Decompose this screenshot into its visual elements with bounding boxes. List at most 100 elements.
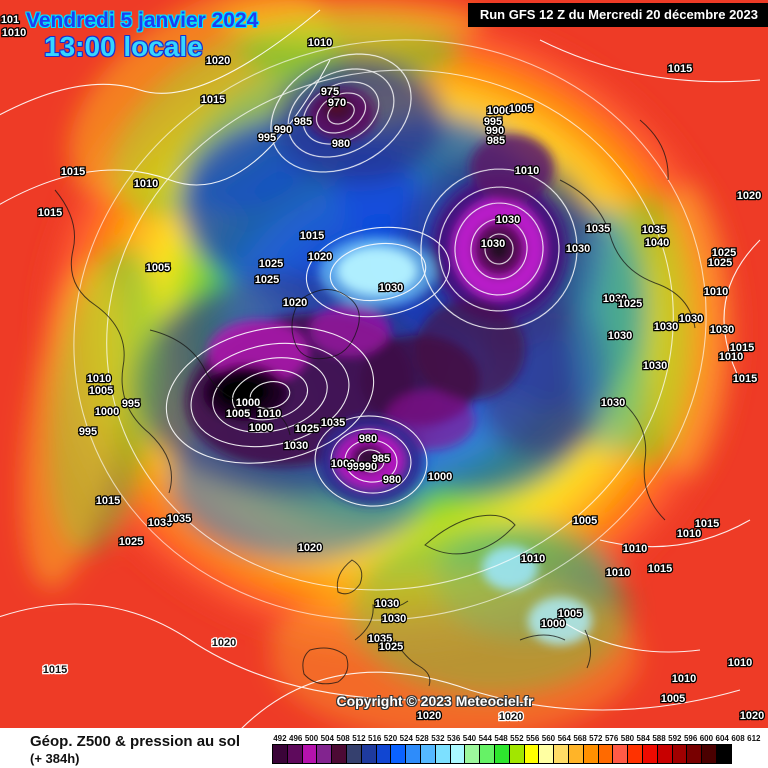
pressure-label: 1030 [603,293,627,305]
legend-swatch [567,744,584,764]
pressure-label: 1000 [95,406,119,418]
legend-tick: 576 [604,734,619,743]
pressure-label: 1030 [496,214,520,226]
legend-tick: 520 [383,734,398,743]
pressure-label: 1010 [134,178,158,190]
pressure-label: 1000 [541,618,565,630]
legend-swatch [345,744,362,764]
legend-swatch [419,744,436,764]
pressure-label: 1005 [89,385,113,397]
legend-tick: 568 [573,734,587,743]
pressure-label: 1030 [148,517,172,529]
legend-swatch [390,744,407,764]
legend-swatch [538,744,555,764]
legend-bar: Géop. Z500 & pression au sol (+ 384h) 49… [0,728,768,768]
pressure-label: 990 [274,124,292,136]
legend-swatch [701,744,717,764]
pressure-label: 1015 [96,495,120,507]
legend-swatch [375,744,392,764]
map-lead-time: (+ 384h) [30,751,80,766]
pressure-label: 1000 [428,471,452,483]
pressure-label: 1010 [308,37,332,49]
pressure-label: 995 [79,426,97,438]
legend-tick: 492 [273,734,287,743]
pressure-label: 1030 [679,313,703,325]
legend-tick: 536 [446,734,461,743]
pressure-label: 1020 [740,710,764,722]
pressure-label: 1005 [509,103,533,115]
legend-tick: 604 [715,734,729,743]
vortex-cores [186,88,592,645]
map-title: Géop. Z500 & pression au sol [30,733,241,750]
pressure-label: 980 [359,433,377,445]
coastlines [54,119,696,687]
pressure-label: 1030 [710,324,734,336]
pressure-label: 1025 [295,423,319,435]
isobar-contours [0,9,761,728]
pressure-label: 990 [359,461,377,473]
valid-date: Vendredi 5 janvier 2024 [26,9,259,32]
pressure-label: 1010 [257,408,281,420]
legend-swatch [493,744,510,764]
legend-swatch [479,744,495,764]
pressure-label: 101 [1,14,19,26]
pressure-label: 1000 [487,105,511,117]
pressure-label: 1030 [375,598,399,610]
pressure-label: 1020 [298,542,322,554]
legend-tick: 496 [289,734,303,743]
legend-tick: 504 [320,734,334,743]
pressure-label: 1030 [379,282,403,294]
legend-tick: 548 [494,734,508,743]
legend-tick: 588 [652,734,666,743]
pressure-label: 1020 [283,297,307,309]
legend-swatch [671,744,688,764]
pressure-label: 1010 [87,373,111,385]
pressure-label: 1010 [2,27,26,39]
pressure-label: 1030 [284,440,308,452]
pressure-label: 1020 [417,710,441,722]
pressure-label: 1005 [558,608,582,620]
pressure-label: 1015 [733,373,757,385]
pressure-label: 1025 [259,258,283,270]
pressure-label: 1035 [167,513,191,525]
legend-swatch [449,744,466,764]
pressure-label: 1010 [704,286,728,298]
pressure-label: 1030 [654,321,678,333]
color-scale: 492 496 500 504 508 512 516 520 524 528 532 536 540 5… [272,728,768,764]
pressure-label: 1010 [521,553,545,565]
pressure-label: 1010 [606,567,630,579]
legend-tick: 540 [462,734,477,743]
pressure-label: 1015 [668,63,692,75]
pressure-label: 1030 [601,397,625,409]
legend-tick: 584 [636,734,650,743]
pressure-label: 1035 [586,223,610,235]
pressure-label: 995 [122,398,140,410]
pressure-label: 1025 [255,274,279,286]
pressure-label: 1000 [331,458,355,470]
pressure-label: 970 [328,97,346,109]
pressure-label: 1035 [642,224,666,236]
pressure-label: 1040 [645,237,669,249]
pressure-label: 1025 [712,247,736,259]
pressure-label: 1015 [61,166,85,178]
legend-tick: 580 [620,734,635,743]
pressure-label: 1010 [515,165,539,177]
pressure-label: 1010 [677,528,701,540]
pressure-label: 995 [258,132,276,144]
pressure-label: 1015 [201,94,225,106]
pressure-label: 1030 [382,613,406,625]
pressure-label: 1000 [236,397,260,409]
legend-swatch [360,744,377,764]
pressure-label: 975 [321,86,339,98]
pressure-label: 980 [332,138,350,150]
pressure-label: 1030 [643,360,667,372]
pressure-label: 1005 [573,515,597,527]
pressure-label: 1025 [618,298,642,310]
legend-swatch [464,744,481,764]
legend-tick: 556 [525,734,540,743]
pressure-label: 995 [484,116,502,128]
legend-tick: 552 [510,734,524,743]
pressure-label: 1035 [368,633,392,645]
